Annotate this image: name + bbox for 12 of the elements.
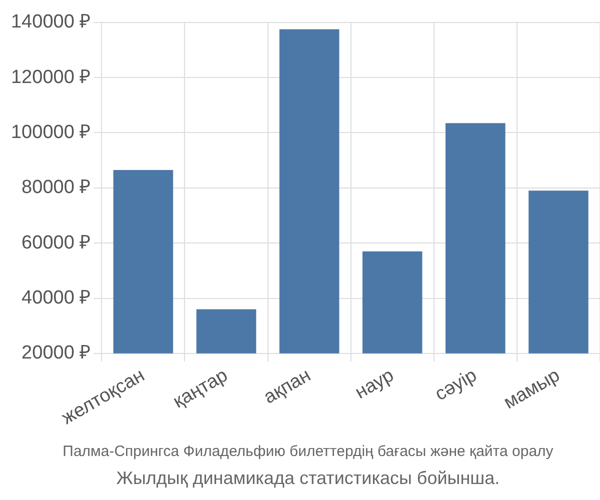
y-tick-label: 120000 ₽ — [10, 66, 91, 88]
y-tick-label: 40000 ₽ — [22, 287, 91, 308]
y-tick-label: 20000 ₽ — [22, 342, 91, 364]
text: Жылдық динамикада статистикасы бойынша. — [115, 467, 501, 490]
y-tick-label: 80000 ₽ — [22, 177, 91, 198]
y-tick-label: 60000 ₽ — [22, 232, 91, 254]
x-tick-label: наур — [352, 364, 398, 404]
x-tick-label: ақпан — [260, 364, 314, 408]
y-tick-label: 140000 ₽ — [10, 12, 91, 33]
text: Палма-Спрингса Филадельфию билеттердің бағасы және қайта оралу — [62, 442, 554, 462]
x-tick-label: сәуір — [432, 364, 481, 406]
y-tick-label: 100000 ₽ — [10, 122, 91, 143]
